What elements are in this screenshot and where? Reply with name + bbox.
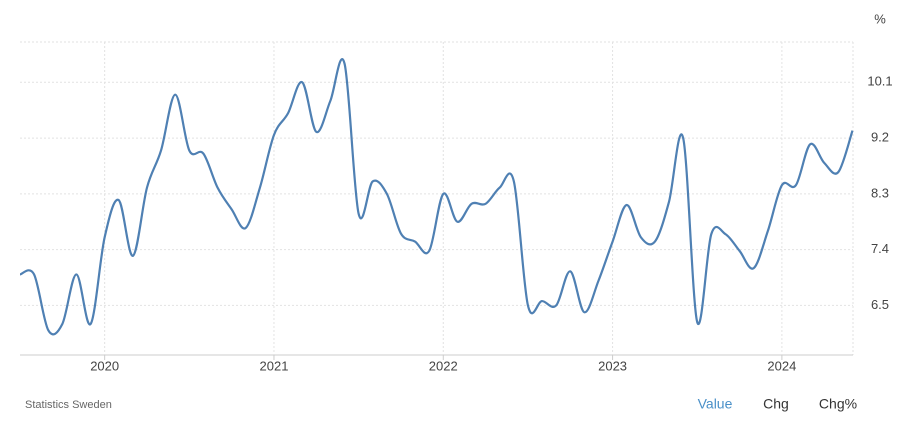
x-tick-label: 2023 xyxy=(598,358,627,373)
chg-button[interactable]: Chg xyxy=(763,396,789,412)
y-tick-label: 9.2 xyxy=(871,130,889,145)
source: Statistics Sweden xyxy=(25,399,112,411)
value-button[interactable]: Value xyxy=(698,396,733,412)
x-tick-label: 2024 xyxy=(767,358,796,373)
x-tick-label: 2020 xyxy=(90,358,119,373)
y-tick-label: 6.5 xyxy=(871,297,889,312)
unit-label: % xyxy=(874,11,886,26)
y-tick-label: 10.1 xyxy=(867,74,892,89)
y-tick-label: 7.4 xyxy=(871,241,889,256)
x-tick-label: 2022 xyxy=(429,358,458,373)
y-tick-label: 8.3 xyxy=(871,185,889,200)
series-line xyxy=(19,58,854,336)
chg-pct-button[interactable]: Chg% xyxy=(819,396,857,412)
x-tick-label: 2021 xyxy=(260,358,289,373)
